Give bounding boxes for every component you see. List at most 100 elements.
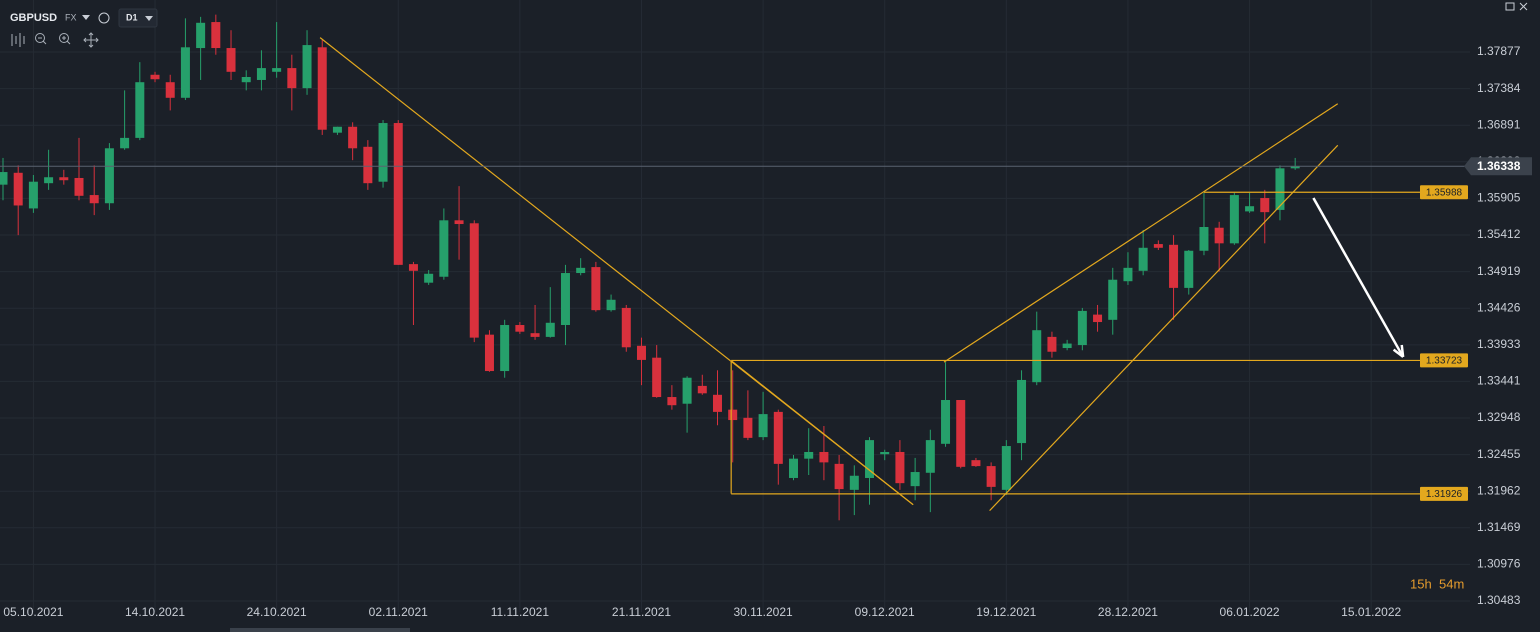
candle-body [74, 177, 84, 196]
candle-body [1153, 244, 1163, 248]
zoom-out-icon[interactable] [35, 33, 45, 43]
drawings: 1.35988 1.33723 1.31926 [0, 37, 1470, 512]
candle-body [1017, 379, 1027, 444]
pan-icon[interactable] [83, 32, 99, 48]
trendline [989, 144, 1339, 512]
candle-body [636, 345, 646, 360]
candle-body [819, 451, 829, 463]
candle-body [1184, 250, 1194, 288]
candle-body [454, 220, 464, 225]
y-tick-label: 1.30976 [1477, 557, 1521, 571]
candle-body [941, 400, 951, 444]
level-badge [1420, 353, 1468, 368]
candle-body [1138, 247, 1148, 271]
last-price-label: 1.36338 [1477, 159, 1521, 173]
candle-body [849, 475, 859, 490]
candle-body [1077, 310, 1087, 346]
x-tick-label: 06.01.2022 [1220, 605, 1280, 619]
candle-body [1290, 166, 1300, 169]
y-tick-label: 1.35412 [1477, 227, 1521, 241]
candle-body [621, 307, 631, 348]
y-tick-label: 1.31469 [1477, 520, 1521, 534]
candle-body [439, 220, 449, 277]
candle-body [1047, 336, 1057, 352]
candle-body [378, 123, 388, 182]
x-tick-label: 05.10.2021 [3, 605, 63, 619]
x-tick-label: 28.12.2021 [1098, 605, 1158, 619]
candle-body [804, 451, 814, 459]
candle-body [196, 22, 206, 49]
close-icon[interactable] [1519, 2, 1528, 11]
arrow-head [1392, 344, 1405, 358]
level-label: 1.35988 [1426, 187, 1463, 198]
candle-body [986, 466, 996, 487]
candle-body [1062, 343, 1072, 349]
candle-body [910, 472, 920, 487]
y-tick-label: 1.34919 [1477, 264, 1521, 278]
candle-body [1245, 206, 1255, 212]
x-tick-label: 30.11.2021 [734, 605, 793, 619]
axes: 1.30483 1.30976 1.31469 1.31962 1.32455 1.329… [3, 44, 1532, 619]
candle-body [469, 223, 479, 338]
candle-body [652, 357, 662, 398]
candle-body [180, 47, 190, 98]
scrollbar[interactable] [230, 628, 410, 632]
zoom-out-handle [38, 37, 47, 45]
symbol[interactable]: GBPUSD [10, 12, 57, 24]
level-label: 1.31926 [1426, 489, 1463, 500]
toolbar [11, 32, 99, 48]
level-badge [1420, 185, 1468, 200]
candle-body [89, 195, 99, 204]
x-tick-label: 11.11.2021 [491, 605, 550, 619]
y-tick-label: 1.37384 [1477, 81, 1521, 95]
candle-body [150, 74, 160, 80]
timeframe-box[interactable] [118, 8, 158, 28]
dropdown-icon[interactable] [82, 15, 90, 20]
candle-body [348, 126, 358, 149]
y-tick-label: 1.33933 [1477, 337, 1521, 351]
candles [0, 14, 1300, 521]
x-tick-label: 15.01.2022 [1341, 605, 1401, 619]
level-label: 1.33723 [1426, 356, 1463, 367]
y-tick-label: 1.32455 [1477, 447, 1521, 461]
candle-body [104, 148, 114, 204]
info-icon[interactable] [98, 12, 110, 24]
candle-body [135, 82, 145, 138]
y-tick-label: 1.34426 [1477, 300, 1521, 314]
level-badge [1420, 486, 1468, 501]
candle-body [1123, 267, 1133, 282]
candle-body [256, 68, 266, 80]
maximize-icon[interactable] [1505, 2, 1515, 11]
timeframe[interactable]: D1 [126, 12, 138, 22]
candle-body [697, 385, 707, 394]
candle-body [789, 458, 799, 478]
trendline [730, 360, 914, 506]
candle-body [773, 411, 783, 464]
candle-body [1108, 279, 1118, 320]
candle-body [865, 440, 875, 478]
candle-body [728, 409, 738, 421]
candle-body [1093, 314, 1103, 323]
candle-body [1001, 446, 1011, 490]
zoom-in-icon[interactable] [59, 33, 69, 43]
zoom-in-handle [62, 36, 71, 45]
countdown-hours: 15h [1410, 576, 1432, 591]
candle-body [317, 47, 327, 130]
candle-body [1169, 244, 1179, 288]
candle-body [606, 299, 616, 311]
indicator-icon[interactable] [11, 33, 25, 47]
candle-body [576, 267, 586, 274]
candle-body [393, 123, 403, 265]
dropdown-icon[interactable] [145, 16, 153, 21]
candle-body [1260, 198, 1270, 213]
candle-body [758, 414, 768, 438]
candle-body [712, 394, 722, 412]
y-tick-label: 1.31962 [1477, 483, 1521, 497]
y-tick-label: 1.37877 [1477, 44, 1521, 58]
candle-body [971, 460, 981, 467]
candle-body [834, 463, 844, 490]
x-tick-label: 24.10.2021 [247, 605, 307, 619]
candle-body [13, 172, 23, 206]
